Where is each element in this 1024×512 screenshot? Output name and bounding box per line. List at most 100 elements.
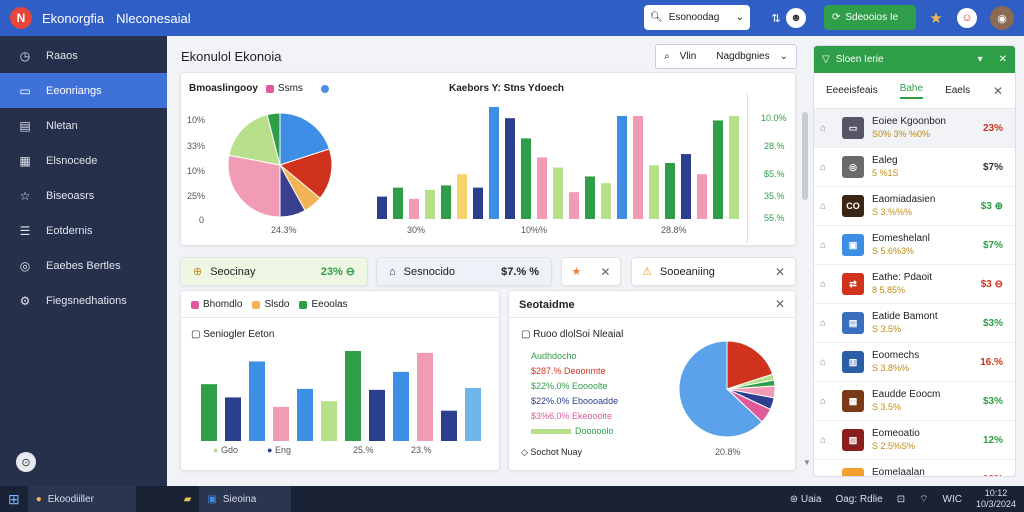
chevron-down-icon: ⌄ — [735, 12, 744, 23]
item-subtitle: S 2.5%S% — [872, 441, 916, 451]
chevron-down-icon[interactable]: ▾ — [977, 54, 983, 65]
list-item[interactable]: ⌂ ▣ Eomeshelanl S 5.6%3% $7% — [814, 226, 1015, 265]
list-item[interactable]: ⌂ ⇄ Eathe: Pdaoit 8 5.85% $3 ⊖ — [814, 265, 1015, 304]
tab-2[interactable]: Bahe — [899, 83, 924, 99]
sidebar-item-elsnocede[interactable]: ▦ Elsnocede — [0, 143, 167, 178]
taskbar-app-browser[interactable]: ● Ekoodiiller — [27, 486, 136, 512]
bar — [729, 115, 739, 219]
bar — [441, 185, 451, 219]
sidebar-item-raaos[interactable]: ◷ Raaos — [0, 38, 167, 73]
pin-icon[interactable]: ⌂ — [820, 317, 827, 329]
warning-icon: ⚠ — [642, 266, 652, 278]
list-item[interactable]: ⌂ ◎ Ealeg 5 %1S $7% — [814, 148, 1015, 187]
pie-slice — [726, 340, 774, 390]
bar — [201, 384, 217, 441]
chart-legend: Bhomdlo Slsdo Eeoolas — [191, 299, 358, 310]
user-status-icon[interactable]: ☻ — [786, 8, 806, 28]
list-item[interactable]: ⌂ ▧ Eomeoatio S 2.5%S% 12% — [814, 421, 1015, 460]
list-item[interactable]: ⌂ ▦ Eaudde Eoocm S 3.5% $3% — [814, 382, 1015, 421]
pin-icon[interactable]: ⌂ — [820, 395, 827, 407]
sort-icon[interactable]: ⇅ — [771, 12, 781, 25]
item-subtitle: 8 5.85% — [872, 285, 906, 295]
bar-chart — [377, 107, 739, 219]
wifi-icon[interactable]: ⌔ — [919, 493, 929, 505]
status-card[interactable]: ⊕ Seocinay 23% ⊖ — [180, 257, 368, 286]
item-title: Ealeg — [872, 155, 898, 166]
pie-slice — [678, 340, 763, 438]
tray-item[interactable]: Oag: Rdlie — [835, 493, 883, 505]
network-icon[interactable]: ⊡ — [896, 493, 906, 505]
pin-icon[interactable]: ⌂ — [820, 474, 834, 477]
star-icon[interactable]: ★ — [929, 10, 943, 27]
status-card[interactable]: ⚠ Sooeaniing ✕ — [631, 257, 796, 286]
close-icon[interactable]: ✕ — [774, 297, 785, 311]
avatar[interactable]: ◉ — [990, 6, 1014, 30]
bar — [321, 401, 337, 441]
tab-1[interactable]: Eeeeisfeais — [826, 85, 878, 96]
value-list: Audhdocho $287.% Deoonmte $22%.0% Eooool… — [531, 349, 618, 439]
chart-legend: Bmoaslingooy Ssms — [189, 83, 329, 94]
view-select[interactable]: ⌕ Vlin Nagdbgnies ⌄ — [655, 44, 797, 69]
pin-icon[interactable]: ⌂ — [820, 122, 827, 134]
close-icon[interactable]: ✕ — [992, 83, 1003, 98]
bottom-label: 24.3% — [271, 225, 297, 235]
close-icon[interactable]: ✕ — [774, 264, 785, 279]
item-title: Eaomiadasien — [872, 194, 936, 205]
bar — [345, 351, 361, 441]
status-card[interactable]: ★ ✕ — [561, 257, 621, 286]
pin-icon[interactable]: ⌂ — [820, 356, 827, 368]
item-subtitle: S 5.6%3% — [872, 246, 915, 256]
help-icon[interactable]: ⊙ — [16, 452, 36, 472]
list-item: $22%.0% Eoooolte — [531, 381, 608, 391]
sidebar-item-biseoasrs[interactable]: ☆ Biseoasrs — [0, 178, 167, 213]
item-value: 16.% — [980, 356, 1003, 368]
bar — [601, 183, 611, 219]
tray-item[interactable]: WIC — [942, 493, 962, 505]
sidebar-item-fiegsnedhations[interactable]: ⚙ Fiegsnedhations — [0, 283, 167, 318]
status-card[interactable]: ⌂ Sesnocido $7.% % — [376, 257, 552, 286]
item-subtitle: S 3.5% — [872, 402, 902, 412]
scroll-down-arrow[interactable]: ▼ — [803, 458, 811, 467]
close-icon[interactable]: ✕ — [600, 264, 611, 279]
bar-chart — [201, 351, 481, 441]
pie-slice — [279, 112, 331, 166]
search-input[interactable]: 🔍︎ Esonoodag ⌄ — [644, 5, 750, 30]
thumbnail: CO — [842, 195, 864, 217]
list-item[interactable]: ⌂ ▩ EomelaalanS 2.8% 10% — [814, 460, 1015, 477]
start-button[interactable]: ⊞ — [8, 490, 20, 507]
sidebar-item-eeonriangs[interactable]: ▭ Eeonriangs — [0, 73, 167, 108]
taskbar-app-folder[interactable]: ▰ — [176, 486, 200, 512]
list-item[interactable]: ⌂ ▭ Eoiee Kgoonbon S0% 3% %0% 23% — [814, 109, 1015, 148]
pin-icon[interactable]: ⌂ — [820, 239, 827, 251]
clock[interactable]: 10:12 10/3/2024 — [975, 488, 1016, 509]
notifications-icon[interactable]: ☺ — [957, 8, 977, 28]
tab-3[interactable]: Eaels — [945, 85, 971, 96]
thumbnail: ▦ — [842, 390, 864, 412]
pin-icon[interactable]: ⌂ — [820, 434, 827, 446]
green-action-button[interactable]: ⟳ Sdeooios Ie — [824, 5, 916, 30]
pin-icon[interactable]: ⌂ — [820, 200, 827, 212]
sidebar-item-eaebes-bertles[interactable]: ◎ Eaebes Bertles — [0, 248, 167, 283]
chart-subtitle: ▢ Ruoo dlolSoi Nleaial — [521, 329, 624, 340]
sidebar-item-label: Nletan — [46, 119, 78, 132]
taskbar-app-window[interactable]: ▣ Sieoina — [199, 486, 292, 512]
item-subtitle: S 3.8%% — [872, 363, 910, 373]
thumbnail: ▥ — [842, 351, 864, 373]
item-subtitle: S 3.%%% — [872, 207, 913, 217]
list-item[interactable]: ⌂ ▥ Eoomechs S 3.8%% 16.% — [814, 343, 1015, 382]
app-logo[interactable]: N — [10, 7, 32, 29]
tray-item[interactable]: ⊛ Uaia — [789, 493, 822, 505]
close-icon[interactable]: ✕ — [998, 54, 1007, 65]
pin-icon[interactable]: ⌂ — [820, 161, 827, 173]
tab-bar: Eeeeisfeais Bahe Eaels ✕ — [814, 73, 1015, 109]
monitor-icon: ▭ — [19, 83, 31, 98]
legend-item: Ssms — [265, 83, 303, 94]
pin-icon[interactable]: ⌂ — [820, 278, 827, 290]
list-item[interactable]: ⌂ CO Eaomiadasien S 3.%%% $3 ⊕ — [814, 187, 1015, 226]
scrollbar[interactable] — [802, 112, 808, 200]
item-value: $3 ⊖ — [980, 278, 1003, 290]
list-item[interactable]: ⌂ ▤ Eatide Bamont S 3.5% $3% — [814, 304, 1015, 343]
sidebar-item-nletan[interactable]: ▤ Nletan — [0, 108, 167, 143]
overview-chart-card: Bmoaslingooy Ssms Kaebors Y: Stns Ydoech… — [180, 72, 796, 246]
sidebar-item-eotdernis[interactable]: ☰ Eotdernis — [0, 213, 167, 248]
